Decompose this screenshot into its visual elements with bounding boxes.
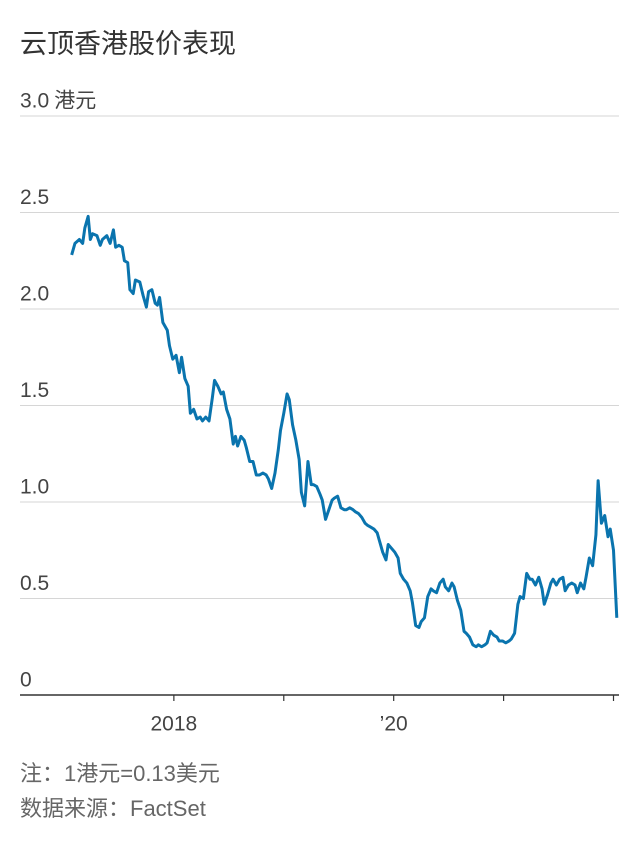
- y-unit: 港元: [54, 90, 96, 113]
- y-tick-label: 1.5: [20, 379, 49, 402]
- x-tick-label: ’20: [380, 713, 408, 736]
- y-tick-label: 0.5: [20, 572, 49, 595]
- y-tick-label: 2.5: [20, 186, 49, 209]
- y-tick-label: 1.0: [20, 476, 49, 499]
- y-tick-label: 0: [20, 669, 32, 692]
- chart-title: 云顶香港股价表现: [20, 29, 236, 59]
- y-tick-label: 3.0: [20, 90, 49, 113]
- y-tick-label: 2.0: [20, 283, 49, 306]
- note: 注：1港元=0.13美元: [20, 761, 220, 786]
- x-tick-label: 2018: [151, 713, 198, 736]
- source: 数据来源：FactSet: [20, 796, 206, 821]
- price-line: [70, 214, 619, 649]
